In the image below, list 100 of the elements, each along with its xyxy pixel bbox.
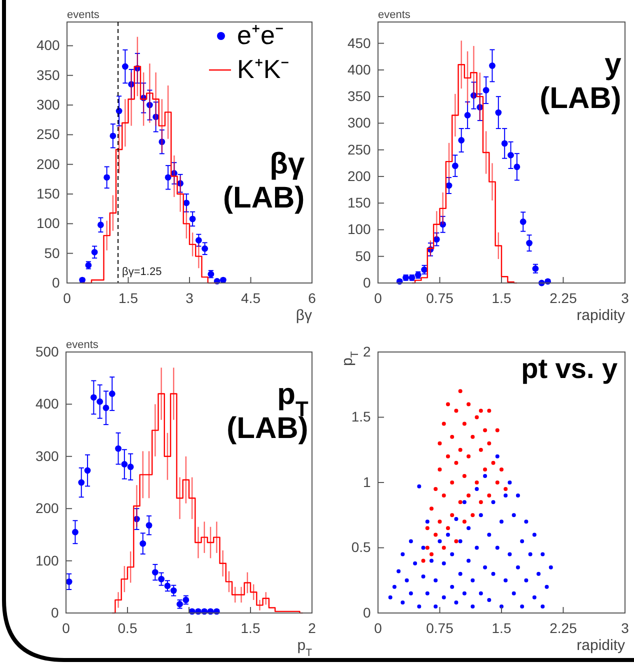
point (458, 137, 465, 144)
y-tick-label: 150 (347, 194, 372, 211)
point (489, 62, 496, 69)
y-tick-label: 100 (35, 552, 60, 568)
y-axis-title: events (66, 339, 99, 351)
x-tick-label: 0 (374, 620, 382, 636)
point (97, 222, 104, 228)
point (501, 140, 508, 147)
point (446, 454, 450, 458)
point (183, 200, 190, 206)
annotation: βγ (LAB) (223, 147, 305, 214)
y-tick-label: 250 (36, 126, 60, 142)
point (454, 408, 458, 413)
point (482, 86, 490, 94)
point (164, 174, 172, 181)
point (450, 513, 454, 518)
y-tick-label: 0.5 (351, 539, 372, 556)
y-tick-label: 0 (363, 274, 372, 290)
x-tick-label: 2.25 (550, 620, 578, 636)
point (466, 454, 471, 458)
y-tick-label: 0 (52, 274, 60, 290)
point (189, 216, 196, 222)
x-tick-label: 1 (185, 620, 194, 636)
y-tick-label: 400 (36, 37, 60, 54)
x-tick-label: 2.25 (550, 290, 578, 306)
point (127, 464, 134, 470)
x-tick-label: 1.5 (240, 620, 260, 636)
point (438, 467, 442, 472)
point (491, 460, 496, 465)
point (495, 109, 502, 116)
point (495, 480, 500, 484)
point (128, 81, 135, 88)
x-axis-title: rapidity (576, 307, 626, 324)
x-tick-label: 1.5 (492, 620, 512, 636)
x-tick-label: 0 (62, 620, 70, 636)
y-tick-label: 1.5 (351, 408, 372, 425)
point (470, 434, 475, 439)
point (452, 162, 458, 170)
y-tick-label: 400 (347, 61, 372, 78)
point (466, 494, 471, 498)
x-axis-title: p$_{T}$ (297, 637, 313, 659)
point (478, 500, 483, 504)
y-tick-label: 350 (36, 66, 60, 83)
y-tick-label: 300 (36, 96, 60, 113)
annotation: y (LAB) (540, 48, 622, 116)
ref-line-label: βγ=1.25 (122, 266, 162, 278)
annotation: p$_{T}$ (LAB) (226, 378, 308, 446)
y-tick-label: 200 (36, 156, 60, 172)
point (121, 461, 128, 468)
point (440, 221, 446, 228)
x-tick-label: 3 (621, 290, 630, 306)
point (450, 480, 454, 484)
y-tick-label: 100 (36, 215, 60, 232)
y-tick-label: 0 (363, 604, 372, 620)
point (195, 237, 202, 244)
point (470, 92, 477, 99)
point (466, 402, 471, 406)
y-tick-label: 1 (363, 474, 372, 490)
point (430, 552, 434, 556)
point (158, 138, 166, 146)
point (446, 402, 450, 406)
point (454, 460, 458, 465)
x-axis-title: βγ (296, 307, 312, 324)
y-tick-label: 0 (51, 604, 60, 620)
y-tick-label: 300 (347, 114, 372, 131)
point (91, 248, 98, 256)
point (434, 532, 438, 537)
y-tick-label: 450 (347, 34, 372, 51)
point (487, 494, 492, 498)
x-tick-label: 4.5 (241, 290, 261, 306)
y-axis-title: events (378, 9, 411, 21)
point (514, 164, 520, 170)
point (446, 526, 450, 530)
y-axis-title: events (67, 9, 100, 21)
point (434, 487, 438, 492)
y-tick-label: 350 (347, 88, 372, 104)
legend-label: e⁺e⁻ (237, 20, 284, 50)
point (478, 448, 483, 452)
y-tick-label: 500 (35, 343, 60, 360)
point (140, 540, 146, 547)
point (78, 479, 85, 486)
point (202, 245, 208, 252)
point (478, 408, 483, 413)
point (446, 182, 452, 189)
y-tick-label: 200 (347, 168, 372, 184)
point (430, 506, 434, 511)
point (90, 394, 97, 401)
point (115, 445, 122, 452)
point (152, 114, 160, 120)
point (84, 467, 91, 474)
y-tick-label: 100 (347, 221, 372, 238)
point (454, 539, 458, 544)
point (476, 104, 484, 110)
point (96, 398, 104, 405)
y-tick-label: 200 (35, 500, 60, 516)
point (500, 467, 504, 472)
x-tick-label: 3 (621, 620, 630, 636)
point (474, 415, 479, 420)
x-tick-label: 3 (186, 290, 194, 306)
y-tick-label: 50 (355, 248, 372, 264)
